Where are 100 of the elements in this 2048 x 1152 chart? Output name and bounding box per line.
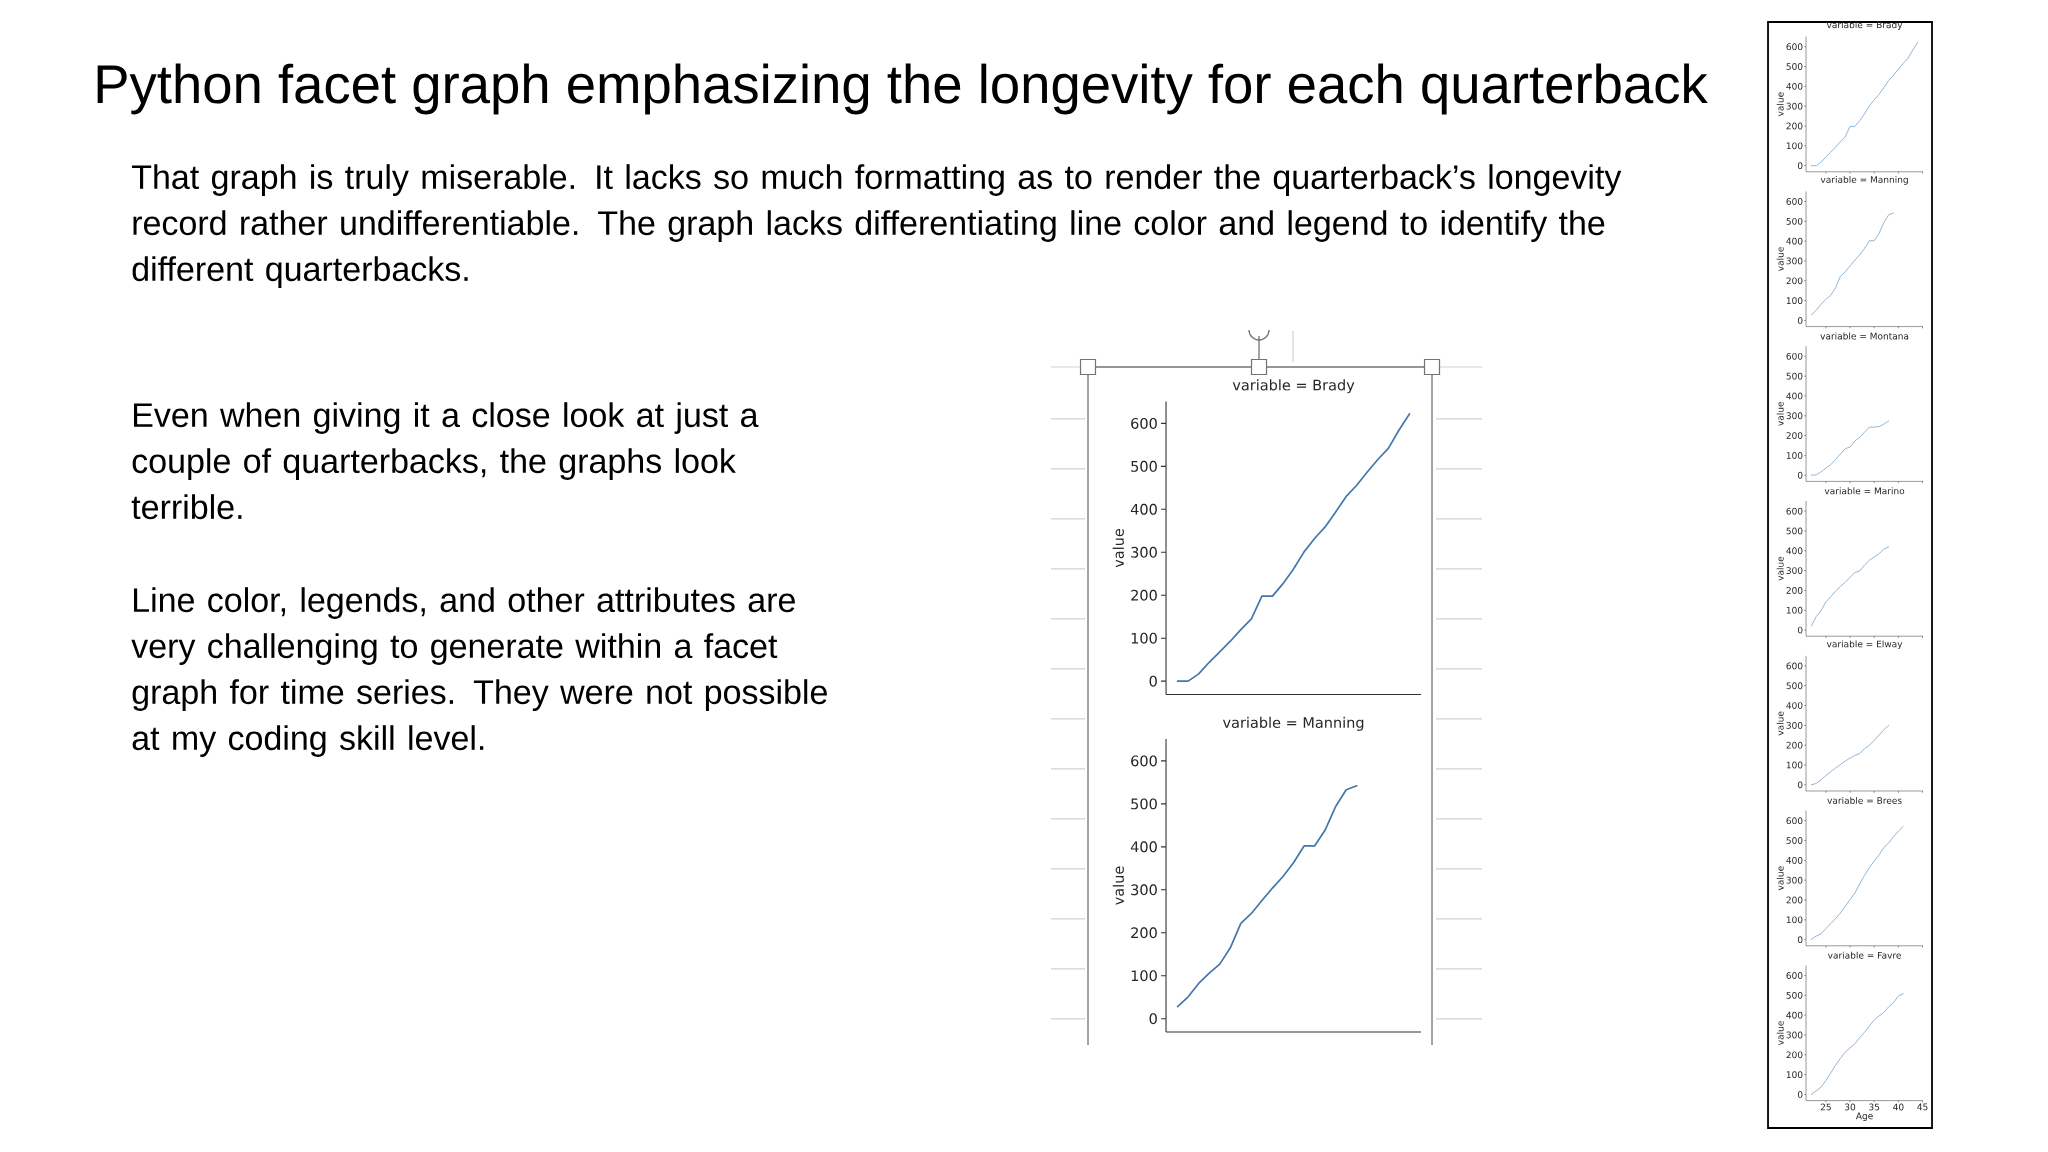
y-tick-label: 400 [1786, 547, 1803, 555]
y-tick-label: 200 [1786, 741, 1803, 749]
y-tick-label: 0 [1797, 626, 1803, 634]
y-tick-label: 200 [1786, 586, 1803, 594]
y-axis-title: value [1776, 556, 1784, 581]
y-tick-label: 400 [1130, 503, 1157, 515]
y-tick-label: 0 [1797, 781, 1803, 789]
y-tick-label: 300 [1131, 884, 1157, 896]
y-tick-label: 200 [1786, 122, 1803, 130]
chart-title: variable = Brady [1826, 21, 1903, 30]
y-tick-label: 100 [1786, 142, 1803, 150]
y-tick-label: 500 [1786, 837, 1803, 844]
chart-title: variable = Elway [1826, 640, 1903, 650]
y-tick-label: 300 [1786, 876, 1803, 884]
y-axis-title: value [1776, 401, 1784, 426]
y-tick-label: 100 [1131, 970, 1157, 982]
y-tick-label: 200 [1786, 896, 1803, 904]
text: Line color, legends, and other attributes are very challenging to generate within a facet graph for time series. They were not possible at my coding skill level. [131, 587, 827, 757]
y-tick-label: 600 [1131, 755, 1157, 767]
y-tick-label: 100 [1786, 606, 1803, 614]
line-series [1176, 784, 1358, 1008]
y-tick-label: 100 [1786, 1071, 1803, 1079]
y-tick-label: 0 [1797, 936, 1803, 944]
chart-title: variable = Favre [1827, 951, 1901, 959]
y-tick-label: 600 [1786, 198, 1803, 205]
text: That graph is truly miserable. It lacks so much formatting as to render the quarterback’s longevity record rather undifferentiable. The graph lacks differentiating line color and legend to identify the different quarterbacks. [131, 164, 1622, 288]
x-axis-title: Age [1855, 1112, 1873, 1122]
y-tick-label: 300 [1786, 102, 1803, 110]
x-tick-label: 35 [1869, 1103, 1880, 1111]
y-tick-label: 0 [1797, 1091, 1803, 1098]
x-tick-label: 40 [1893, 1103, 1904, 1111]
y-tick-label: 600 [1786, 507, 1803, 515]
y-tick-label: 200 [1786, 1051, 1803, 1059]
y-tick-label: 400 [1786, 82, 1803, 90]
y-tick-label: 600 [1786, 662, 1803, 670]
y-tick-label: 500 [1786, 682, 1803, 690]
y-tick-label: 100 [1786, 297, 1803, 305]
y-tick-label: 600 [1786, 972, 1803, 979]
y-tick-label: 600 [1786, 817, 1803, 825]
y-tick-label: 600 [1786, 352, 1803, 360]
y-axis-title: value [1776, 247, 1784, 272]
y-tick-label: 0 [1149, 675, 1157, 687]
y-tick-label: 600 [1786, 43, 1803, 51]
y-tick-label: 200 [1786, 432, 1803, 439]
text: Even when giving it a close look at just a couple of quarterbacks, the graphs look terrible. [131, 402, 759, 520]
chart-title: variable = Manning [1820, 175, 1908, 185]
line-series [1810, 724, 1890, 786]
y-axis-title: value [1776, 92, 1784, 117]
x-tick-label: 30 [1845, 1103, 1856, 1111]
y-tick-label: 400 [1786, 1011, 1803, 1019]
y-tick-label: 300 [1786, 567, 1803, 574]
y-tick-label: 300 [1786, 412, 1803, 420]
y-tick-label: 400 [1786, 237, 1803, 245]
chart-title: variable = Brady [1232, 379, 1355, 394]
y-tick-label: 500 [1786, 217, 1803, 225]
y-tick-label: 400 [1130, 841, 1157, 853]
y-tick-label: 400 [1786, 392, 1803, 400]
chart-title: variable = Montana [1820, 332, 1909, 340]
y-tick-label: 300 [1786, 1031, 1803, 1039]
y-tick-label: 300 [1131, 546, 1157, 558]
y-tick-label: 500 [1786, 991, 1803, 999]
y-tick-label: 200 [1786, 277, 1803, 285]
line-series [1810, 420, 1890, 476]
x-tick-label: 25 [1820, 1103, 1831, 1111]
y-axis-title: value [1112, 866, 1124, 905]
y-tick-label: 200 [1131, 927, 1157, 939]
y-tick-label: 400 [1786, 856, 1803, 864]
y-axis-title: value [1776, 866, 1784, 891]
y-tick-label: 200 [1131, 589, 1157, 601]
y-tick-label: 500 [1131, 460, 1157, 472]
text: Python facet graph emphasizing the longevity for each quarterback [97, 63, 1708, 115]
y-tick-label: 300 [1786, 257, 1803, 265]
line-series [1810, 826, 1904, 940]
y-tick-label: 500 [1786, 527, 1803, 535]
y-tick-label: 100 [1786, 916, 1803, 924]
y-tick-label: 0 [1797, 471, 1803, 479]
y-tick-label: 400 [1786, 702, 1803, 709]
y-tick-label: 0 [1797, 162, 1803, 170]
line-series [1810, 993, 1904, 1095]
y-tick-label: 100 [1786, 452, 1803, 459]
y-tick-label: 500 [1786, 372, 1803, 380]
chart-title: variable = Brees [1827, 796, 1902, 804]
y-tick-label: 0 [1797, 317, 1803, 324]
x-tick-label: 45 [1917, 1103, 1928, 1111]
line-series [1810, 41, 1919, 167]
y-tick-label: 500 [1131, 798, 1157, 810]
y-axis-title: value [1112, 528, 1124, 568]
line-series [1810, 546, 1890, 627]
y-tick-label: 600 [1131, 417, 1157, 429]
y-tick-label: 0 [1149, 1013, 1157, 1025]
line-series [1176, 413, 1411, 683]
y-axis-title: value [1776, 1021, 1784, 1046]
line-series [1810, 212, 1894, 316]
chart-title: variable = Manning [1222, 716, 1364, 731]
y-tick-label: 100 [1786, 761, 1803, 769]
y-tick-label: 300 [1786, 721, 1803, 729]
y-axis-title: value [1776, 711, 1784, 736]
y-tick-label: 500 [1786, 63, 1803, 70]
y-tick-label: 100 [1131, 632, 1157, 644]
chart-title: variable = Marino [1824, 487, 1905, 495]
